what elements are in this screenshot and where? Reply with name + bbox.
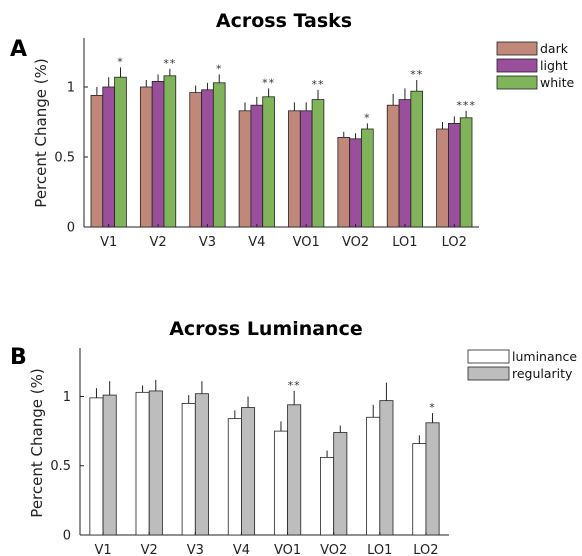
significance-label: *** — [456, 99, 476, 112]
bar-white — [262, 96, 275, 228]
significance-label: ** — [163, 57, 176, 70]
significance-label: * — [216, 62, 223, 75]
panel-b-title: Across Luminance — [169, 318, 363, 340]
bar-light — [448, 123, 461, 228]
x-tick-label: VO2 — [342, 235, 369, 250]
y-tick-label: 1 — [63, 390, 71, 405]
significance-label: ** — [262, 76, 275, 89]
x-tick-label: V4 — [248, 235, 265, 250]
bar-luminance — [135, 391, 150, 536]
bar-white — [212, 82, 226, 228]
x-tick-label: VO1 — [274, 543, 301, 556]
bar-dark — [189, 92, 202, 228]
bar-white — [311, 99, 325, 228]
y-tick-label: 0.5 — [50, 459, 71, 474]
bar-white — [114, 76, 127, 228]
bar-light — [299, 110, 313, 228]
panel-a-legend: dark light white — [496, 41, 575, 90]
bar-light — [250, 104, 264, 228]
x-tick-label: LO1 — [367, 543, 392, 556]
bar-luminance — [273, 430, 288, 536]
x-tick-label: VO2 — [320, 543, 347, 556]
legend-swatch-regularity — [467, 366, 510, 381]
significance-label: ** — [288, 379, 301, 392]
bar-dark — [436, 128, 449, 228]
bar-white — [361, 128, 374, 228]
x-tick-label: V2 — [141, 543, 158, 556]
bar-light — [151, 81, 165, 228]
bar-light — [349, 138, 362, 228]
panel-a-chart: Across Tasks A Percent Change (%) dark li… — [10, 10, 575, 250]
bar-luminance — [366, 416, 381, 536]
bar-luminance — [89, 397, 104, 536]
bar-luminance — [227, 418, 242, 536]
significance-label: * — [429, 401, 436, 414]
bar-white — [163, 75, 177, 228]
panel-a-title: Across Tasks — [216, 10, 352, 32]
legend-swatch-light — [496, 58, 538, 73]
panel-b-letter: B — [10, 345, 27, 370]
significance-label: ** — [410, 68, 423, 81]
panel-b-chart: Across Luminance B Percent Change (%) lu… — [10, 318, 577, 556]
bar-regularity — [379, 400, 394, 536]
legend-swatch-white — [496, 75, 538, 90]
x-tick-label: LO2 — [442, 235, 467, 250]
significance-label: ** — [311, 78, 324, 91]
bar-dark — [288, 110, 301, 228]
x-tick-label: VO1 — [293, 235, 320, 250]
x-tick-label: V1 — [100, 235, 117, 250]
x-tick-label: LO1 — [392, 235, 417, 250]
panel-a-ylabel: Percent Change (%) — [32, 58, 50, 207]
legend-label-luminance: luminance — [512, 349, 577, 364]
legend-label-regularity: regularity — [512, 366, 573, 381]
x-tick-label: V1 — [94, 543, 111, 556]
bar-luminance — [181, 403, 196, 536]
legend-label-white: white — [540, 75, 575, 90]
y-tick-label: 0.5 — [54, 151, 75, 166]
bar-light — [201, 89, 214, 228]
legend-swatch-dark — [496, 41, 538, 56]
bar-regularity — [425, 422, 440, 536]
x-tick-label: V2 — [149, 235, 166, 250]
significance-label: * — [117, 55, 124, 68]
bar-dark — [386, 104, 400, 228]
bar-regularity — [333, 432, 348, 536]
legend-label-dark: dark — [540, 41, 569, 56]
bar-luminance — [412, 443, 427, 536]
x-tick-label: LO2 — [413, 543, 438, 556]
bar-regularity — [241, 407, 256, 536]
y-tick-label: 0 — [67, 221, 75, 236]
y-tick-label: 0 — [63, 529, 71, 544]
panel-b-legend: luminance regularity — [467, 349, 577, 381]
bar-dark — [238, 110, 252, 228]
bar-dark — [139, 86, 153, 228]
legend-swatch-luminance — [467, 349, 510, 364]
y-tick-label: 1 — [67, 81, 75, 96]
x-tick-label: V3 — [187, 543, 204, 556]
bar-regularity — [287, 404, 302, 536]
bar-regularity — [148, 390, 163, 536]
x-tick-label: V3 — [199, 235, 216, 250]
bar-light — [398, 99, 412, 228]
bar-regularity — [194, 393, 209, 536]
bar-dark — [90, 95, 104, 228]
bar-regularity — [102, 394, 117, 536]
x-tick-label: V4 — [233, 543, 250, 556]
bar-dark — [337, 136, 351, 228]
bar-light — [102, 86, 115, 228]
bar-luminance — [320, 457, 335, 536]
legend-label-light: light — [540, 58, 568, 73]
significance-label: * — [364, 111, 371, 124]
bar-white — [410, 90, 424, 228]
bar-white — [459, 117, 473, 228]
panel-a-letter: A — [10, 37, 27, 62]
panel-b-ylabel: Percent Change (%) — [28, 368, 46, 517]
